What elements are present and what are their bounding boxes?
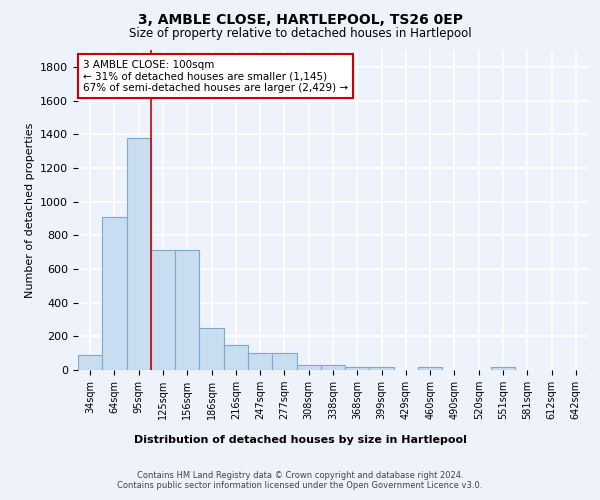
- Text: Contains HM Land Registry data © Crown copyright and database right 2024.
Contai: Contains HM Land Registry data © Crown c…: [118, 470, 482, 490]
- Bar: [151, 250, 175, 370]
- Bar: [78, 355, 102, 370]
- Bar: [127, 138, 151, 370]
- Bar: [370, 368, 394, 370]
- Text: 3, AMBLE CLOSE, HARTLEPOOL, TS26 0EP: 3, AMBLE CLOSE, HARTLEPOOL, TS26 0EP: [137, 12, 463, 26]
- Text: Size of property relative to detached houses in Hartlepool: Size of property relative to detached ho…: [128, 28, 472, 40]
- Bar: [491, 366, 515, 370]
- Bar: [345, 368, 370, 370]
- Bar: [418, 368, 442, 370]
- Bar: [199, 328, 224, 370]
- Bar: [248, 353, 272, 370]
- Bar: [175, 250, 199, 370]
- Bar: [321, 365, 345, 370]
- Y-axis label: Number of detached properties: Number of detached properties: [25, 122, 35, 298]
- Bar: [102, 216, 127, 370]
- Bar: [224, 345, 248, 370]
- Bar: [296, 365, 321, 370]
- Bar: [272, 353, 296, 370]
- Text: Distribution of detached houses by size in Hartlepool: Distribution of detached houses by size …: [134, 435, 466, 445]
- Text: 3 AMBLE CLOSE: 100sqm
← 31% of detached houses are smaller (1,145)
67% of semi-d: 3 AMBLE CLOSE: 100sqm ← 31% of detached …: [83, 60, 348, 93]
